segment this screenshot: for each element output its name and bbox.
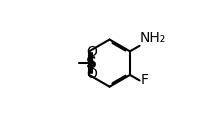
Text: NH₂: NH₂ xyxy=(140,31,166,45)
Text: O: O xyxy=(86,45,97,59)
Text: F: F xyxy=(140,73,148,87)
Text: S: S xyxy=(86,56,97,71)
Text: O: O xyxy=(86,67,97,81)
